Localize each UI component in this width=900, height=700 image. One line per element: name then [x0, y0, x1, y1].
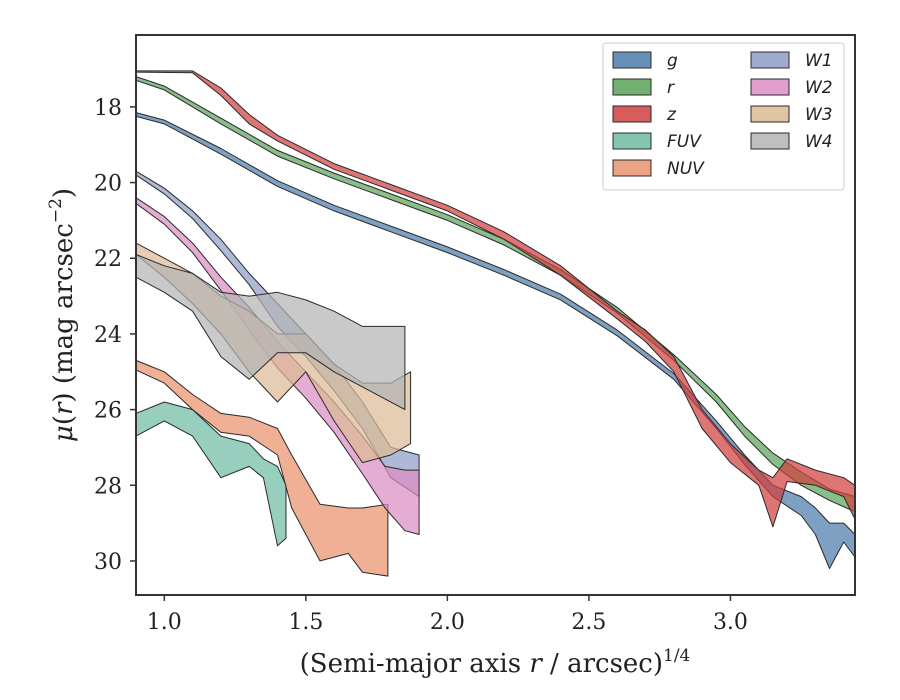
y-axis-label: μ(r) (mag arcsec−2) [46, 188, 79, 442]
legend-entry-nuv: NUV [612, 159, 705, 179]
legend-label: W1 [805, 51, 833, 71]
y-tick-label: 24 [94, 323, 122, 348]
x-tick-label: 2.5 [571, 610, 606, 635]
legend-swatch [612, 78, 652, 96]
band-fuv [136, 401, 287, 547]
x-tick-label: 3.0 [713, 610, 748, 635]
legend-label: z [666, 105, 677, 125]
legend-label: W4 [805, 132, 833, 152]
x-axis-ticks: 1.0 1.5 2.0 2.5 3.0 [147, 595, 748, 635]
band-w4 [136, 254, 406, 411]
legend-entry-r: r [612, 78, 675, 98]
legend-swatch [750, 78, 790, 96]
legend-entry-w2: W2 [750, 78, 833, 98]
legend-label: W3 [805, 105, 833, 125]
band-nuv [136, 359, 389, 577]
y-tick-label: 28 [94, 474, 122, 499]
plot-frame [135, 34, 856, 596]
legend-entry-fuv: FUV [612, 132, 702, 152]
legend-items: grz FUV NUV W1 W2 W3 W4 [612, 51, 833, 179]
legend: grz FUV NUV W1 W2 W3 W4 [602, 42, 845, 191]
legend-swatch [750, 51, 790, 69]
legend-swatch [612, 51, 652, 69]
legend-swatch [612, 105, 652, 123]
x-tick-label: 1.5 [288, 610, 323, 635]
legend-entry-w1: W1 [750, 51, 833, 71]
legend-swatch [750, 105, 790, 123]
legend-label: FUV [667, 132, 702, 152]
legend-label: NUV [667, 159, 705, 179]
x-tick-label: 2.0 [430, 610, 465, 635]
legend-swatch [612, 132, 652, 150]
y-axis-ticks: 18 20 22 24 26 28 30 [94, 96, 136, 575]
y-tick-label: 20 [94, 172, 122, 197]
band-layer [136, 70, 855, 577]
legend-entry-g: g [612, 51, 678, 71]
band-g [136, 112, 855, 569]
legend-label: g [667, 51, 678, 71]
y-tick-label: 22 [94, 247, 122, 272]
y-tick-label: 30 [94, 550, 122, 575]
x-axis-label: (Semi-major axis r / arcsec)1/4 [300, 646, 691, 679]
legend-label: r [667, 78, 675, 98]
legend-swatch [750, 132, 790, 150]
y-tick-label: 26 [94, 399, 122, 424]
legend-label: W2 [805, 78, 833, 98]
legend-entry-w4: W4 [750, 132, 833, 152]
x-tick-label: 1.0 [147, 610, 182, 635]
legend-swatch [612, 159, 652, 177]
y-tick-label: 18 [94, 96, 122, 121]
legend-entry-z: z [612, 105, 677, 125]
legend-entry-w3: W3 [750, 105, 833, 125]
band-z [136, 70, 855, 528]
